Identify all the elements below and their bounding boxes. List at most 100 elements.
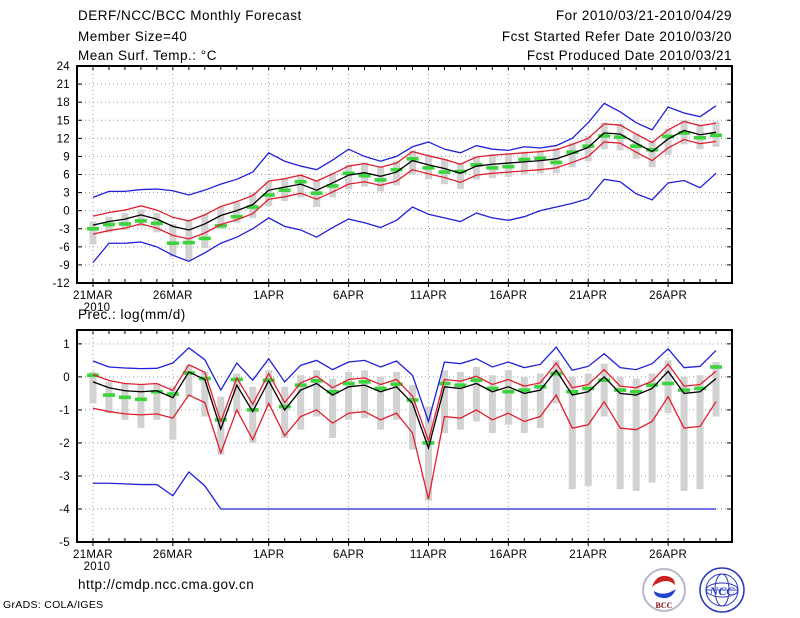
- observation-dash: [582, 144, 595, 148]
- bcc-logo-ring: [642, 568, 686, 612]
- observation-dash: [694, 135, 707, 140]
- ensemble-spread-bar: [169, 386, 177, 440]
- series-line-black: [92, 129, 717, 231]
- bcc-logo-red-swirl: [652, 575, 675, 587]
- ensemble-spread-bar: [456, 163, 464, 189]
- observation-dash: [134, 219, 147, 223]
- member-size-label: Member Size=40: [78, 29, 188, 44]
- y-axis-label: 0: [63, 206, 70, 218]
- observation-dash: [406, 398, 419, 402]
- y-axis-label: 3: [63, 188, 70, 200]
- observation-dash: [374, 386, 387, 391]
- ensemble-spread-bar: [488, 375, 496, 434]
- ensemble-spread-bar: [616, 376, 624, 490]
- series-line-red: [92, 138, 717, 240]
- observation-dash: [150, 221, 163, 226]
- observation-dash: [422, 166, 435, 170]
- ensemble-spread-bar: [201, 214, 209, 249]
- y-axis-label: 21: [57, 79, 70, 91]
- y-axis-label: 24: [57, 61, 71, 73]
- observation-dash: [566, 389, 579, 394]
- ensemble-spread-bar: [440, 370, 448, 434]
- ensemble-spread-bar: [648, 373, 656, 483]
- ensemble-spread-bar: [584, 373, 592, 486]
- ensemble-spread-bar: [393, 161, 401, 186]
- ensemble-spread-bar: [520, 151, 528, 175]
- observation-dash: [262, 193, 275, 197]
- y-axis-label: -12: [52, 278, 70, 290]
- ensemble-spread-bar: [313, 370, 321, 417]
- observation-dash: [518, 388, 531, 392]
- y-axis-label: 0: [63, 372, 70, 384]
- observation-dash: [342, 381, 355, 386]
- precip-chart-title: Prec.: log(mm/d): [78, 307, 186, 322]
- x-axis-label: 26APR: [649, 290, 687, 302]
- observation-dash: [310, 191, 323, 195]
- ensemble-spread-bar: [632, 378, 640, 491]
- ensemble-spread-bar: [345, 164, 353, 189]
- observation-dash: [486, 386, 499, 391]
- y-axis-label: -1: [59, 405, 70, 417]
- observation-dash: [550, 160, 563, 165]
- ensemble-spread-bar: [233, 373, 241, 414]
- ensemble-spread-bar: [488, 154, 496, 179]
- observation-dash: [454, 169, 467, 174]
- ensemble-spread-bar: [137, 209, 145, 227]
- ensemble-spread-bar: [696, 375, 704, 490]
- ensemble-spread-bar: [552, 360, 560, 404]
- plot-frame: [76, 329, 733, 543]
- observation-dash: [486, 166, 499, 170]
- ncc-logo: NCC: [699, 567, 745, 613]
- ensemble-spread-bar: [504, 370, 512, 425]
- ensemble-spread-bar: [329, 378, 337, 438]
- ensemble-spread-bar: [89, 371, 97, 404]
- observation-dash: [198, 236, 211, 241]
- observation-dash: [534, 384, 547, 389]
- produced-date-label: Fcst Produced Date 2010/03/21: [526, 48, 732, 63]
- ensemble-spread-bar: [217, 396, 225, 455]
- y-axis-label: -9: [59, 260, 70, 272]
- observation-dash: [630, 144, 643, 148]
- ensemble-spread-bar: [584, 135, 592, 162]
- observation-dash: [150, 389, 163, 394]
- observation-dash: [438, 381, 451, 386]
- ensemble-spread-bar: [664, 128, 672, 156]
- observation-dash: [566, 150, 579, 154]
- observation-dash: [326, 389, 339, 394]
- observation-dash: [422, 441, 435, 445]
- ensemble-spread-bar: [408, 385, 416, 450]
- y-axis-label: 9: [63, 151, 70, 163]
- series-line-blue: [92, 172, 717, 263]
- ensemble-spread-bar: [121, 383, 129, 420]
- ensemble-spread-bar: [680, 376, 688, 491]
- y-axis-label: 15: [57, 115, 70, 127]
- ensemble-spread-bar: [520, 376, 528, 434]
- observation-dash: [662, 134, 675, 139]
- observation-dash: [438, 170, 451, 174]
- ensemble-spread-bar: [265, 370, 273, 407]
- observation-dash: [358, 173, 371, 178]
- observation-dash: [630, 389, 643, 394]
- y-axis-label: -3: [59, 224, 70, 236]
- observation-dash: [646, 383, 659, 387]
- ensemble-spread-bar: [472, 156, 480, 180]
- bcc-logo-blue-swirl: [654, 589, 676, 599]
- observation-dash: [214, 223, 227, 228]
- x-axis-year-label: 2010: [84, 561, 111, 573]
- observation-dash: [390, 167, 403, 172]
- observation-dash: [198, 376, 211, 381]
- x-axis-label: 26APR: [649, 549, 687, 561]
- y-axis-label: 18: [57, 97, 70, 109]
- series-line-blue: [92, 346, 717, 424]
- temp-chart-title: Mean Surf. Temp.: °C: [78, 48, 217, 63]
- x-axis-year-label: 2010: [84, 302, 111, 314]
- observation-dash: [534, 156, 547, 161]
- observation-dash: [326, 184, 339, 188]
- observation-dash: [710, 133, 723, 138]
- observation-dash: [166, 392, 179, 396]
- ensemble-spread-bar: [153, 383, 161, 420]
- ensemble-spread-bar: [185, 220, 193, 261]
- y-axis-label: 6: [63, 170, 70, 182]
- observation-dash: [134, 397, 147, 402]
